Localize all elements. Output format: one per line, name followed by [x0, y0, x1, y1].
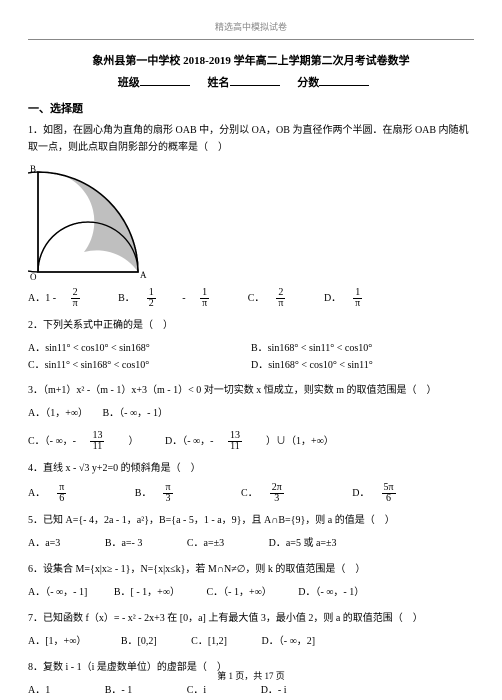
q6-D: D．（- ∞，- 1）: [298, 587, 364, 598]
section-1-label: 一、选择题: [28, 100, 474, 116]
q6-B: B．[ - 1，+∞）: [114, 587, 180, 598]
q4-text: 4．直线 x - √3 y+2=0 的倾斜角是（ ）: [28, 460, 474, 477]
svg-text:O: O: [30, 272, 37, 282]
exam-subheader: 班级 姓名 分数: [28, 74, 474, 90]
q7-A: A．[1，+∞）: [28, 636, 86, 647]
q3-options-1: A．（1，+∞） B．（- ∞，- 1）: [28, 405, 474, 423]
q8-A: A．1: [28, 685, 50, 696]
q4-D: D．5π6: [352, 488, 419, 499]
q3-B: B．（- ∞，- 1）: [103, 408, 168, 419]
page-header-label: 精选高中模拟试卷: [28, 20, 474, 33]
q2-D: D．sin168° < cos10° < sin11°: [251, 357, 474, 374]
q5-text: 5．已知 A={- 4，2a - 1，a²}，B={a - 5，1 - a，9}…: [28, 512, 474, 529]
q5-C: C．a=±3: [187, 538, 224, 549]
q1-A: A．1 - 2π: [28, 293, 104, 304]
q3-A: A．（1，+∞）: [28, 408, 88, 419]
class-blank: [140, 85, 190, 86]
q1-D: D．1π: [324, 293, 386, 304]
q5-B: B．a=- 3: [105, 538, 143, 549]
q7-options: A．[1，+∞） B．[0,2] C．[1,2] D．（- ∞，2]: [28, 633, 474, 651]
q2-A: A．sin11° < cos10° < sin168°: [28, 340, 251, 357]
q3-D: D．（- ∞，- 1311）∪（1，+∞）: [165, 436, 346, 447]
q4-B: B．π3: [135, 488, 197, 499]
q5-D: D．a=5 或 a=±3: [269, 538, 337, 549]
q4-A: A．π6: [28, 488, 90, 499]
exam-title: 象州县第一中学校 2018-2019 学年高二上学期第二次月考试卷数学: [28, 52, 474, 68]
q3-C: C．（- ∞，- 1311）: [28, 436, 150, 447]
q1-C: C．2π: [248, 293, 310, 304]
q7-text: 7．已知函数 f（x）= - x² - 2x+3 在 [0，a] 上有最大值 3…: [28, 610, 474, 627]
q8-options: A．1 B．- 1 C．i D．- i: [28, 682, 474, 700]
q6-text: 6．设集合 M={x|x≥ - 1}，N={x|x≤k}，若 M∩N≠∅，则 k…: [28, 561, 474, 578]
class-label: 班级: [118, 77, 140, 89]
q8-D: D．- i: [261, 685, 287, 696]
q3-text: 3．（m+1）x² -（m - 1）x+3（m - 1）< 0 对一切实数 x …: [28, 382, 474, 399]
q4-options: A．π6 B．π3 C．2π3 D．5π6: [28, 483, 474, 504]
q1-options: A．1 - 2π B．12 - 1π C．2π D．1π: [28, 288, 474, 309]
q8-B: B．- 1: [105, 685, 133, 696]
q5-A: A．a=3: [28, 538, 60, 549]
q8-C: C．i: [187, 685, 206, 696]
q5-options: A．a=3 B．a=- 3 C．a=±3 D．a=5 或 a=±3: [28, 535, 474, 553]
q2-C: C．sin11° < sin168° < cos10°: [28, 357, 251, 374]
svg-text:B: B: [30, 164, 36, 174]
name-label: 姓名: [208, 77, 230, 89]
q4-C: C．2π3: [241, 488, 308, 499]
q3-options-2: C．（- ∞，- 1311） D．（- ∞，- 1311）∪（1，+∞）: [28, 431, 474, 452]
q1-text: 1．如图，在圆心角为直角的扇形 OAB 中，分别以 OA，OB 为直径作两个半圆…: [28, 122, 474, 156]
q1-figure: O B A: [28, 162, 474, 282]
score-blank: [319, 85, 369, 86]
q2-B: B．sin168° < sin11° < cos10°: [251, 340, 474, 357]
q7-D: D．（- ∞，2]: [262, 636, 316, 647]
score-label: 分数: [297, 77, 319, 89]
q7-B: B．[0,2]: [121, 636, 157, 647]
page-footer: 第 1 页，共 17 页: [0, 669, 502, 682]
q7-C: C．[1,2]: [191, 636, 227, 647]
q1-B: B．12 - 1π: [118, 293, 233, 304]
svg-text:A: A: [140, 270, 147, 280]
header-divider: [28, 39, 474, 40]
q6-C: C．（- 1，+∞）: [206, 587, 271, 598]
name-blank: [230, 85, 280, 86]
q6-options: A．（- ∞，- 1] B．[ - 1，+∞） C．（- 1，+∞） D．（- …: [28, 584, 474, 602]
q6-A: A．（- ∞，- 1]: [28, 587, 87, 598]
q2-text: 2．下列关系式中正确的是（ ）: [28, 317, 474, 334]
q2-options: A．sin11° < cos10° < sin168°C．sin11° < si…: [28, 340, 474, 374]
